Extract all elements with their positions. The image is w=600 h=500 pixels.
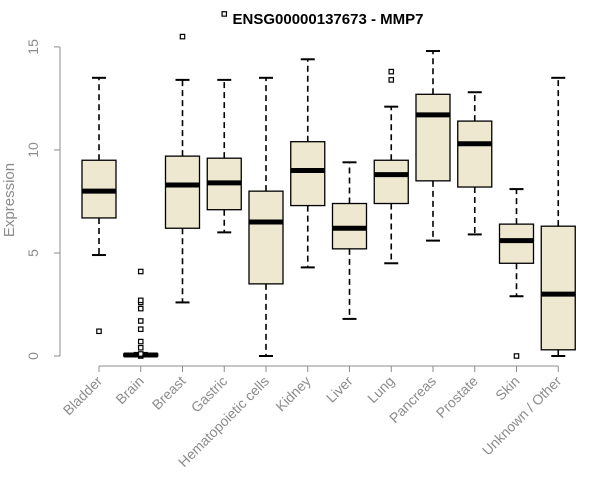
box-brain	[123, 268, 159, 359]
outlier-point	[221, 11, 228, 17]
box-gastric	[206, 11, 242, 234]
box-skin	[498, 188, 535, 359]
y-axis: 0 5 10 15	[25, 39, 61, 360]
outlier-point	[137, 297, 144, 304]
iqr-box	[248, 190, 284, 285]
x-tick-label: Unknown / Other	[479, 373, 565, 459]
box-kidney	[290, 58, 326, 269]
outlier-point	[137, 351, 144, 357]
x-tick-label: Liver	[323, 373, 356, 406]
x-tick-label: Breast	[149, 373, 189, 413]
y-tick-label: 15	[25, 39, 41, 55]
iqr-box	[540, 225, 576, 351]
outlier-point	[388, 77, 395, 83]
box-lung	[373, 68, 409, 265]
x-tick-label: Brain	[112, 373, 146, 407]
iqr-box	[498, 223, 535, 264]
x-tick-label: Prostate	[433, 373, 481, 421]
iqr-box	[373, 159, 409, 205]
outlier-point	[388, 68, 395, 75]
iqr-box	[290, 141, 326, 207]
y-tick-label: 10	[25, 142, 41, 158]
outlier-point	[137, 268, 144, 275]
outlier-point	[513, 353, 520, 359]
boxes	[81, 11, 576, 359]
box-breast	[164, 33, 201, 304]
box-prostate	[457, 91, 493, 236]
y-tick-label: 5	[25, 249, 41, 257]
iqr-box	[457, 120, 493, 188]
x-tick-label: Skin	[492, 373, 523, 404]
outlier-point	[137, 318, 144, 324]
box-bladder	[81, 76, 117, 335]
x-tick-label: Bladder	[60, 373, 106, 419]
box-unknown-other	[540, 76, 576, 357]
x-tick-label: Lung	[364, 373, 397, 406]
outlier-point	[137, 344, 144, 351]
box-hematopoietic-cells	[248, 76, 284, 357]
y-axis-label: Expression	[1, 163, 18, 237]
outlier-point	[137, 326, 144, 333]
iqr-box	[415, 93, 451, 182]
outlier-point	[96, 328, 102, 335]
outlier-point	[137, 305, 144, 312]
x-tick-label: Kidney	[272, 373, 314, 415]
outlier-point	[179, 33, 186, 40]
chart-title: ENSG00000137673 - MMP7	[233, 11, 424, 28]
outlier-point	[137, 338, 144, 345]
y-tick-label: 0	[25, 352, 41, 360]
iqr-box	[164, 155, 201, 229]
box-liver	[331, 161, 368, 320]
box-pancreas	[415, 50, 451, 242]
